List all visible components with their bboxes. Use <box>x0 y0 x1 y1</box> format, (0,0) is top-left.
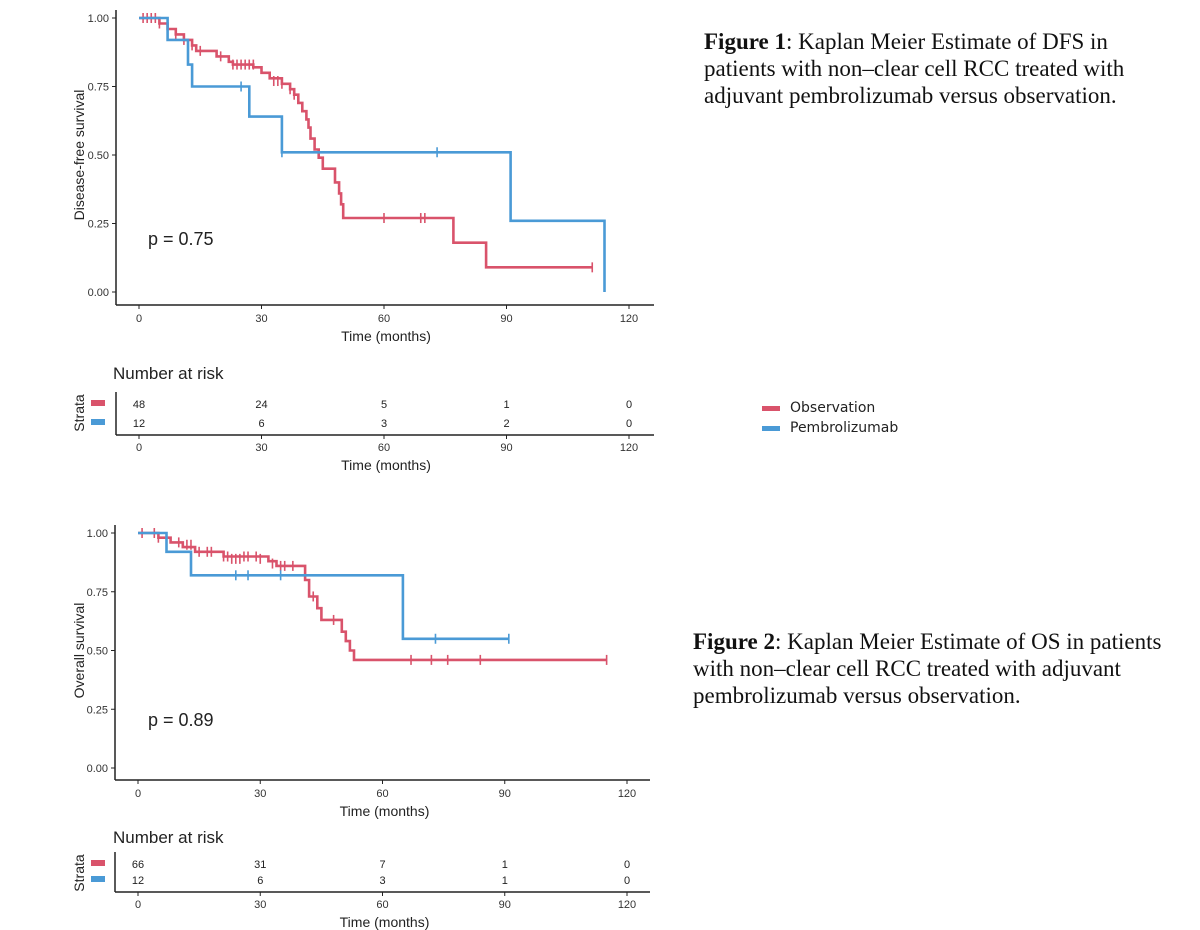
x-axis-label: Time (months) <box>340 803 430 819</box>
legend-label-observation: Observation <box>790 400 876 416</box>
risk-table-x-tick-label: 0 <box>135 899 141 911</box>
risk-count-pembrolizumab: 12 <box>132 875 144 887</box>
x-tick-label: 0 <box>135 788 141 800</box>
figure-2-caption: Figure 2: Kaplan Meier Estimate of OS in… <box>693 628 1163 709</box>
risk-count-observation: 0 <box>624 859 630 871</box>
y-axis-label: Disease-free survival <box>71 90 87 221</box>
strata-label: Strata <box>71 394 87 432</box>
x-tick-label: 120 <box>618 788 636 800</box>
risk-table-x-tick-label: 90 <box>499 899 511 911</box>
x-axis-label: Time (months) <box>341 328 431 344</box>
x-tick-label: 0 <box>136 313 142 325</box>
risk-count-pembrolizumab: 3 <box>381 418 387 430</box>
x-tick-label: 60 <box>378 313 390 325</box>
legend: Observation Pembrolizumab <box>762 398 898 438</box>
risk-table-x-tick-label: 0 <box>136 442 142 454</box>
legend-swatch-observation <box>762 405 780 411</box>
y-tick-label: 0.25 <box>87 704 108 716</box>
figure-2-text: : Kaplan Meier Estimate of OS in patient… <box>693 629 1162 708</box>
risk-table-title: Number at risk <box>113 364 224 383</box>
risk-count-observation: 24 <box>255 399 267 411</box>
risk-count-observation: 66 <box>132 859 144 871</box>
y-tick-label: 0.50 <box>88 150 109 162</box>
risk-count-observation: 7 <box>379 859 385 871</box>
strata-label: Strata <box>71 854 87 892</box>
legend-label-pembrolizumab: Pembrolizumab <box>790 420 899 436</box>
risk-count-pembrolizumab: 1 <box>502 875 508 887</box>
risk-count-observation: 1 <box>502 859 508 871</box>
y-tick-label: 1.00 <box>88 13 109 25</box>
p-value-annotation: p = 0.75 <box>148 229 214 249</box>
legend-swatch-pembrolizumab <box>762 425 780 431</box>
risk-table-title: Number at risk <box>113 828 224 847</box>
km-curve-pembrolizumab <box>138 531 509 641</box>
risk-count-observation: 31 <box>254 859 266 871</box>
strata-swatch-observation <box>91 400 105 406</box>
x-tick-label: 60 <box>376 788 388 800</box>
strata-swatch-observation <box>91 860 105 866</box>
y-tick-label: 0.25 <box>88 219 109 231</box>
p-value-annotation: p = 0.89 <box>148 710 214 730</box>
risk-count-pembrolizumab: 0 <box>626 418 632 430</box>
risk-count-observation: 1 <box>503 399 509 411</box>
x-tick-label: 90 <box>500 313 512 325</box>
km-curve-pembrolizumab <box>139 16 606 292</box>
x-tick-label: 120 <box>620 313 638 325</box>
risk-table-x-tick-label: 120 <box>620 442 638 454</box>
risk-table-x-tick-label: 120 <box>618 899 636 911</box>
risk-count-pembrolizumab: 6 <box>258 418 264 430</box>
figure-2-label: Figure 2 <box>693 629 775 654</box>
y-tick-label: 1.00 <box>87 528 108 540</box>
risk-count-pembrolizumab: 6 <box>257 875 263 887</box>
y-tick-label: 0.75 <box>88 82 109 94</box>
x-tick-label: 30 <box>254 788 266 800</box>
risk-count-pembrolizumab: 3 <box>379 875 385 887</box>
figure-1-label: Figure 1 <box>704 29 786 54</box>
risk-count-pembrolizumab: 0 <box>624 875 630 887</box>
legend-item-pembrolizumab: Pembrolizumab <box>762 418 898 438</box>
risk-count-observation: 48 <box>133 399 145 411</box>
x-tick-label: 30 <box>255 313 267 325</box>
risk-count-observation: 0 <box>626 399 632 411</box>
y-axis-label: Overall survival <box>71 603 87 699</box>
y-tick-label: 0.00 <box>87 763 108 775</box>
risk-count-pembrolizumab: 12 <box>133 418 145 430</box>
risk-table-x-tick-label: 90 <box>500 442 512 454</box>
risk-table-x-tick-label: 60 <box>376 899 388 911</box>
risk-table-x-tick-label: 30 <box>254 899 266 911</box>
risk-table-x-tick-label: 60 <box>378 442 390 454</box>
strata-swatch-pembrolizumab <box>91 876 105 882</box>
x-tick-label: 90 <box>499 788 511 800</box>
km-curve-observation <box>138 531 607 662</box>
figure-1-caption: Figure 1: Kaplan Meier Estimate of DFS i… <box>704 28 1174 109</box>
risk-count-observation: 5 <box>381 399 387 411</box>
y-tick-label: 0.00 <box>88 287 109 299</box>
risk-count-pembrolizumab: 2 <box>503 418 509 430</box>
risk-table-x-axis-label: Time (months) <box>341 457 431 473</box>
strata-swatch-pembrolizumab <box>91 419 105 425</box>
figure-1-text: : Kaplan Meier Estimate of DFS in patien… <box>704 29 1125 108</box>
y-tick-label: 0.75 <box>87 587 108 599</box>
risk-table-x-axis-label: Time (months) <box>340 914 430 930</box>
risk-table-x-tick-label: 30 <box>255 442 267 454</box>
y-tick-label: 0.50 <box>87 646 108 658</box>
legend-item-observation: Observation <box>762 398 898 418</box>
